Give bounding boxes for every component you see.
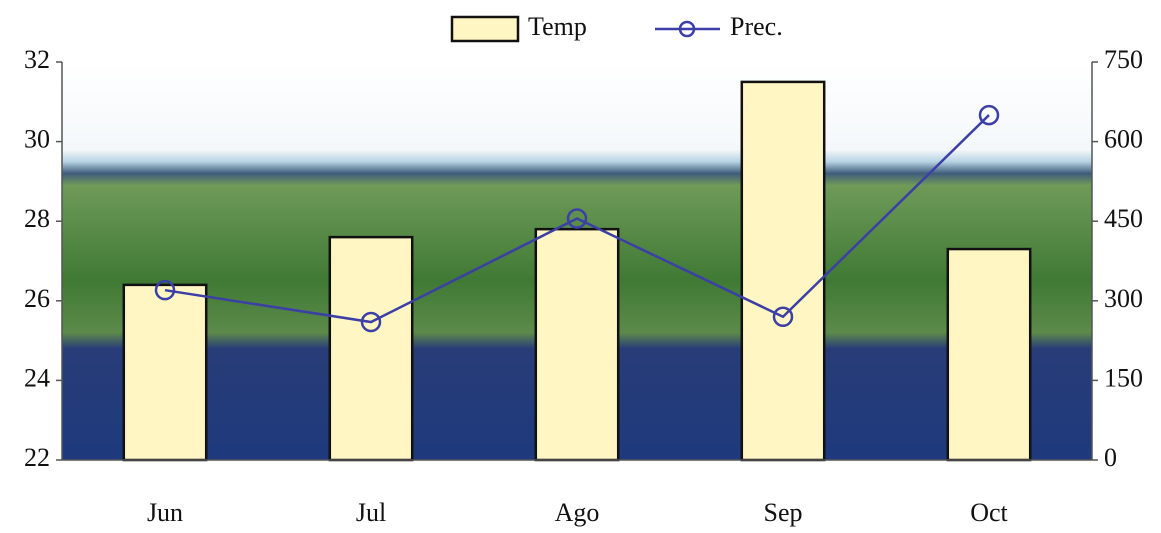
x-tick-label: Jul: [356, 498, 386, 527]
point: [360, 311, 382, 333]
x-tick-label: Ago: [555, 498, 600, 527]
legend: Temp Prec.: [450, 12, 783, 43]
y2-tick-label: 600: [1104, 125, 1143, 154]
line: [164, 114, 990, 324]
y-tick-label: 22: [24, 443, 50, 472]
y-tick-label: 28: [24, 204, 50, 233]
point: [772, 306, 794, 327]
bar: [328, 235, 414, 462]
point: [154, 279, 176, 301]
y-tick-label: 32: [24, 45, 50, 74]
legend-swatch: [450, 15, 520, 43]
point: [978, 104, 1000, 126]
y-tick-label: 30: [24, 125, 50, 154]
x-tick-label: Oct: [970, 498, 1008, 527]
bar: [740, 80, 826, 462]
y2-tick-label: 300: [1104, 284, 1143, 313]
x-tick-label: Jun: [147, 498, 183, 527]
y-tick-label: 24: [24, 363, 50, 392]
y2-tick-label: 150: [1104, 363, 1143, 392]
marks: [122, 80, 1032, 462]
y-tick-label: 26: [24, 284, 50, 313]
y2-tick-label: 0: [1104, 443, 1117, 472]
bar: [946, 247, 1032, 462]
y2-tick-label: 450: [1104, 204, 1143, 233]
x-tick-label: Sep: [764, 498, 803, 527]
legend-label: Temp: [528, 12, 587, 41]
legend-marker: [678, 20, 696, 38]
legend-label: Prec.: [730, 12, 783, 41]
bar: [534, 227, 620, 462]
point: [566, 208, 588, 229]
y2-tick-label: 750: [1104, 45, 1143, 74]
bar: [122, 283, 208, 462]
